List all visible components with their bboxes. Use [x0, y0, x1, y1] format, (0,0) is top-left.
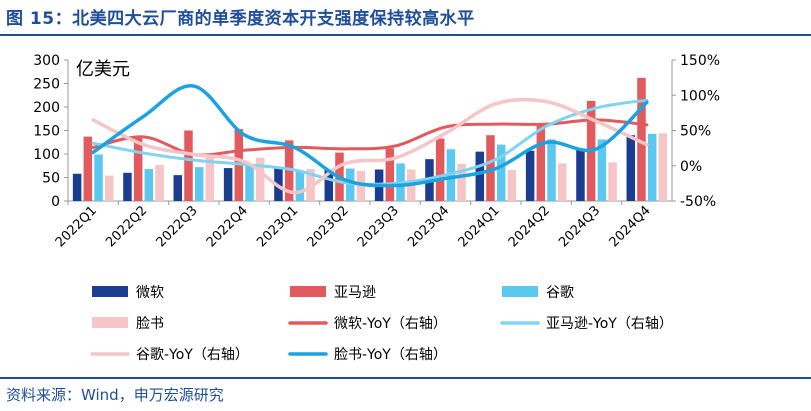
x-category-label: 2023Q4 — [405, 203, 452, 250]
left-tick-label: 200 — [33, 100, 60, 116]
bar-微软 — [626, 135, 636, 201]
legend-label: 谷歌 — [546, 285, 574, 301]
bar-亚马逊 — [284, 140, 294, 201]
bar-脸书 — [155, 164, 164, 201]
bar-微软 — [475, 151, 485, 201]
bar-亚马逊 — [435, 138, 445, 201]
bar-脸书 — [507, 169, 517, 201]
source-note: 资料来源：Wind，申万宏源研究 — [6, 386, 224, 404]
x-category-label: 2023Q2 — [305, 203, 352, 250]
bar-亚马逊 — [184, 130, 193, 201]
x-category-label: 2022Q3 — [154, 203, 201, 250]
bar-脸书 — [255, 157, 265, 201]
bars-layer — [72, 77, 668, 201]
unit-label: 亿美元 — [76, 59, 130, 80]
bar-谷歌 — [144, 169, 154, 201]
legend-label: 亚马逊 — [334, 285, 376, 301]
bar-谷歌 — [547, 139, 556, 201]
line-微软-YoY（右轴） — [91, 118, 649, 157]
lines-layer — [91, 84, 649, 195]
bar-亚马逊 — [83, 136, 93, 201]
bar-微软 — [525, 150, 535, 201]
bar-脸书 — [608, 162, 617, 201]
legend-label: 脸书 — [136, 316, 164, 332]
right-tick-label: 50% — [680, 124, 711, 140]
left-tick-label: 100 — [33, 147, 60, 163]
bar-微软 — [72, 173, 82, 201]
bar-谷歌 — [245, 165, 254, 201]
bar-亚马逊 — [385, 148, 395, 201]
legend-swatch — [92, 317, 128, 328]
legend-label: 微软 — [136, 285, 164, 301]
legend-label: 谷歌-YoY（右轴） — [136, 347, 249, 363]
bar-亚马逊 — [637, 77, 646, 201]
legend-label: 脸书-YoY（右轴） — [334, 347, 447, 363]
bar-脸书 — [205, 157, 215, 201]
bar-亚马逊 — [133, 136, 143, 201]
figure-title: 图 15：北美四大云厂商的单季度资本开支强度保持较高水平 — [6, 9, 475, 29]
right-tick-label: 0% — [680, 159, 702, 175]
bar-脸书 — [658, 133, 668, 201]
left-tick-label: 300 — [33, 53, 60, 69]
bar-脸书 — [457, 163, 466, 201]
footer-rule — [0, 377, 811, 379]
bar-微软 — [324, 169, 334, 201]
x-category-label: 2024Q1 — [456, 203, 503, 250]
bar-谷歌 — [94, 154, 103, 201]
bar-亚马逊 — [486, 135, 495, 201]
bar-谷歌 — [597, 139, 607, 201]
x-category-label: 2022Q2 — [103, 203, 150, 250]
bar-谷歌 — [295, 171, 305, 201]
right-tick-label: -50% — [680, 194, 716, 210]
x-category-label: 2022Q1 — [53, 203, 100, 250]
x-category-label: 2023Q1 — [254, 203, 301, 250]
left-tick-label: 250 — [33, 77, 60, 93]
right-tick-label: 150% — [680, 53, 720, 69]
capex-chart: 0 50 100 150 200 250 300 -50% 0% 50% 100% 150% 2022Q… — [33, 53, 720, 363]
line-谷歌-YoY（右轴） — [91, 97, 649, 195]
legend-swatch — [502, 286, 538, 297]
bar-微软 — [223, 168, 233, 201]
x-category-label: 2024Q4 — [607, 203, 654, 250]
title-rule — [0, 34, 811, 36]
bar-谷歌 — [194, 167, 204, 201]
left-tick-label: 150 — [33, 124, 60, 140]
bar-谷歌 — [647, 133, 657, 201]
x-category-label: 2023Q3 — [355, 203, 402, 250]
legend-swatch — [92, 286, 128, 297]
bar-谷歌 — [496, 144, 506, 201]
left-tick-label: 0 — [51, 194, 60, 210]
bar-亚马逊 — [536, 124, 546, 201]
bar-脸书 — [104, 175, 114, 201]
bar-脸书 — [557, 163, 567, 201]
x-category-label: 2022Q4 — [204, 203, 251, 250]
right-tick-label: 100% — [680, 88, 720, 104]
bar-脸书 — [356, 170, 366, 201]
bar-微软 — [123, 172, 132, 201]
bar-微软 — [576, 149, 585, 201]
x-category-label: 2024Q2 — [506, 203, 553, 250]
legend-label: 亚马逊-YoY（右轴） — [546, 316, 673, 332]
left-tick-label: 50 — [42, 171, 60, 187]
legend-label: 微软-YoY（右轴） — [334, 316, 447, 332]
x-category-label: 2024Q3 — [556, 203, 603, 250]
legend-swatch — [290, 286, 326, 297]
bar-微软 — [173, 175, 183, 201]
line-脸书-YoY（右轴） — [91, 84, 649, 188]
title-bar: 图 15：北美四大云厂商的单季度资本开支强度保持较高水平 — [0, 0, 811, 34]
